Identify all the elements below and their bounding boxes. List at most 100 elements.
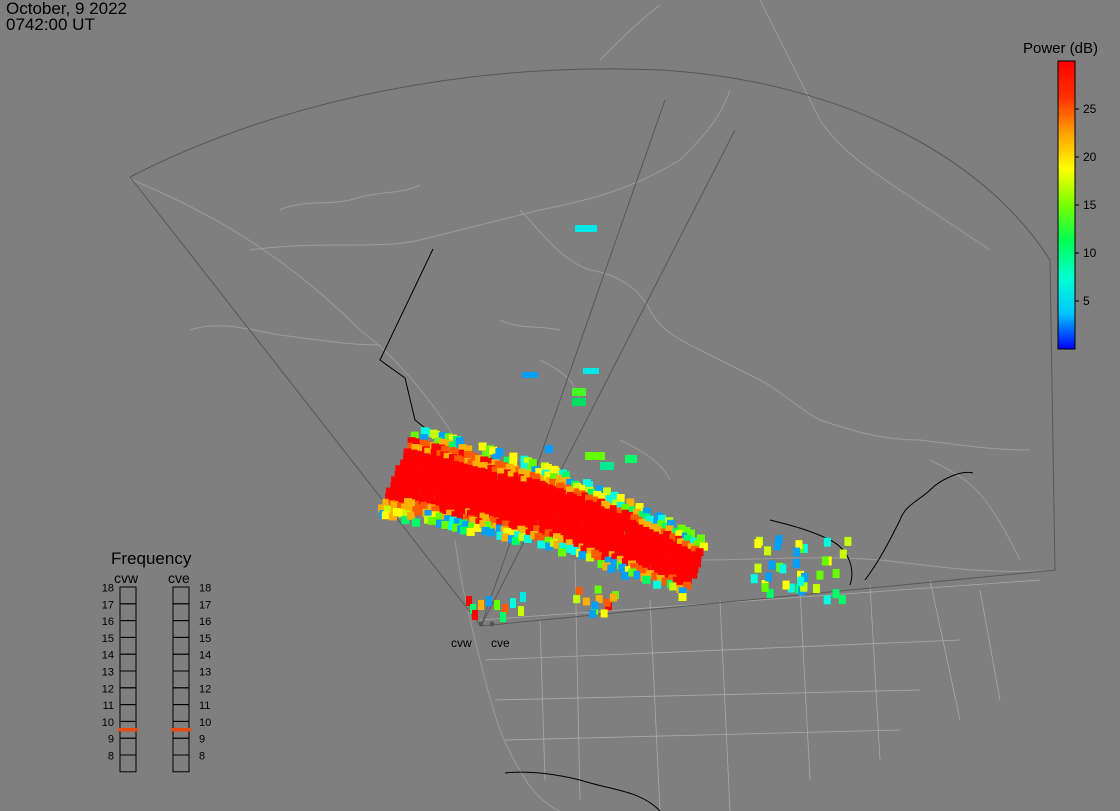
frequency-level-label: 10 xyxy=(199,717,211,729)
frequency-panel: cvw cve 18 17 16 15 14 13 12 11 10 9 8 18 17 16 15 14 13… xyxy=(102,570,211,773)
echo-cell xyxy=(564,505,573,514)
frequency-level-label: 9 xyxy=(199,734,205,746)
echo-cell xyxy=(477,505,486,514)
echo-cell xyxy=(659,550,668,559)
echo-cell xyxy=(619,550,628,559)
echo-cell xyxy=(493,504,502,513)
echo-cell xyxy=(632,508,641,517)
echo-cell xyxy=(595,595,603,604)
echo-cell xyxy=(463,495,472,504)
echo-cell xyxy=(573,488,582,497)
echo-cell xyxy=(557,548,566,557)
echo-cell xyxy=(431,443,440,452)
echo-cell xyxy=(658,514,667,523)
echo-cell xyxy=(585,553,594,562)
echo-cell xyxy=(551,486,560,495)
echo-cell xyxy=(838,595,846,605)
echo-cell xyxy=(582,597,590,606)
echo-cell xyxy=(508,522,517,531)
echo-cell xyxy=(646,556,655,565)
echo-cell xyxy=(501,533,510,542)
echo-cell xyxy=(572,535,581,544)
echo-cell xyxy=(639,567,648,576)
echo-cell xyxy=(412,475,421,484)
echo-cell xyxy=(787,583,795,593)
echo-cell xyxy=(621,558,630,567)
echo-cell xyxy=(475,518,484,527)
echo-cell xyxy=(471,478,480,487)
echo-cell xyxy=(428,466,437,475)
echo-cell xyxy=(624,538,633,547)
frequency-level-label: 15 xyxy=(199,633,211,645)
echo-cell xyxy=(409,449,418,458)
echo-cell xyxy=(583,526,592,535)
echo-cell xyxy=(503,456,512,465)
echo-cell xyxy=(402,466,411,475)
echo-cell xyxy=(572,388,586,396)
echo-cell xyxy=(558,508,567,517)
echo-cell xyxy=(478,442,487,451)
echo-cell xyxy=(434,437,443,446)
echo-cell xyxy=(428,486,437,495)
echo-cell xyxy=(484,521,493,530)
echo-cell xyxy=(527,523,536,532)
echo-cell xyxy=(823,595,831,605)
echo-cell xyxy=(555,488,564,497)
frequency-cell xyxy=(119,670,137,689)
echo-cell xyxy=(539,527,548,536)
echo-cell xyxy=(520,592,526,602)
echo-cell xyxy=(519,520,528,529)
echo-cell xyxy=(510,478,519,487)
echo-cell xyxy=(600,609,608,618)
echo-cell xyxy=(432,480,441,489)
echo-cell xyxy=(549,499,558,508)
echo-cell xyxy=(651,531,660,540)
echo-cell xyxy=(474,511,483,520)
echo-cell xyxy=(578,537,587,546)
echo-cell xyxy=(518,468,527,477)
echo-cell xyxy=(391,476,400,485)
echo-cell xyxy=(399,496,408,505)
colorbar: 25 20 15 10 5 xyxy=(1057,60,1097,350)
echo-cell xyxy=(529,518,538,527)
echo-cell xyxy=(584,513,593,522)
echo-cell xyxy=(404,473,413,482)
echo-cell xyxy=(494,460,503,469)
echo-cell xyxy=(592,530,601,539)
echo-cell xyxy=(537,501,546,510)
echo-cell xyxy=(520,462,529,471)
echo-cell xyxy=(679,573,688,582)
echo-cell xyxy=(607,564,616,573)
echo-cell xyxy=(480,456,489,465)
echo-cell xyxy=(559,535,568,544)
echo-cell xyxy=(609,505,618,514)
echo-cell xyxy=(578,551,587,560)
echo-cell xyxy=(421,471,430,480)
echo-cell xyxy=(595,485,604,494)
echo-cell xyxy=(585,521,594,530)
frequency-level-label: 8 xyxy=(108,751,114,763)
echo-cell xyxy=(485,495,494,504)
echo-cell xyxy=(764,546,772,556)
echo-cell xyxy=(426,497,435,506)
echo-cell xyxy=(470,453,479,462)
frequency-cell xyxy=(119,620,137,638)
echo-cell xyxy=(507,470,516,479)
echo-cell xyxy=(823,537,831,547)
echo-cell xyxy=(495,498,504,507)
echo-cell xyxy=(472,498,481,507)
echo-cell xyxy=(564,510,573,519)
echo-cell xyxy=(750,574,758,584)
echo-cell xyxy=(585,500,594,509)
echo-cell xyxy=(491,466,500,475)
echo-cell xyxy=(434,487,443,496)
colorbar-scale xyxy=(1057,60,1076,350)
frequency-level-label: 18 xyxy=(102,583,114,595)
echo-cell xyxy=(451,448,460,457)
echo-cell xyxy=(539,521,548,530)
echo-cell xyxy=(642,562,651,571)
echo-cell xyxy=(505,463,514,472)
radar-site-cvw xyxy=(478,621,484,627)
echo-cell xyxy=(618,563,627,572)
echo-cell xyxy=(583,368,599,374)
